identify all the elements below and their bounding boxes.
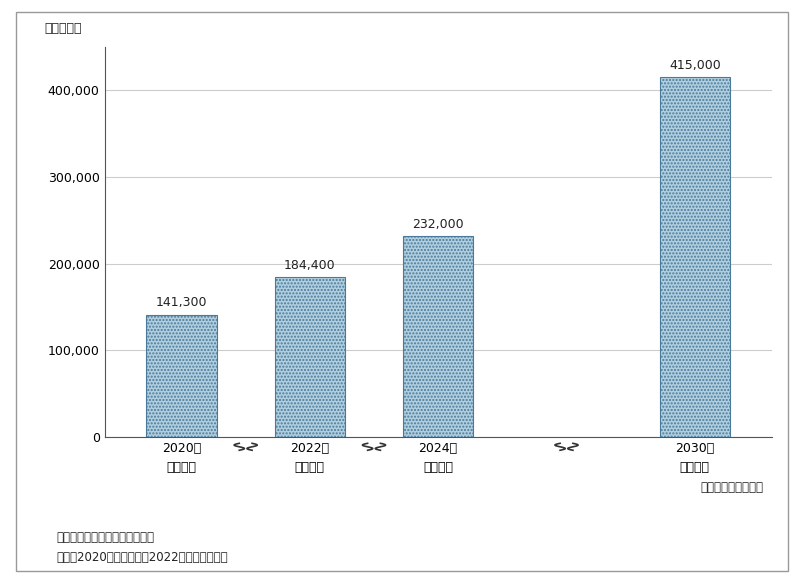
- Text: 184,400: 184,400: [283, 259, 335, 272]
- Text: （百万円）: （百万円）: [44, 22, 82, 35]
- Text: 232,000: 232,000: [412, 217, 463, 231]
- Bar: [658, 77, 729, 437]
- Text: 141,300: 141,300: [156, 296, 207, 310]
- Text: 注２：2020年は見込値、2022年以降は予測値: 注２：2020年は見込値、2022年以降は予測値: [56, 551, 227, 564]
- Text: 矢野経済研究所調べ: 矢野経済研究所調べ: [700, 481, 763, 494]
- Text: 415,000: 415,000: [668, 59, 719, 72]
- Text: 注１：メーカー出荷金額ベース: 注１：メーカー出荷金額ベース: [56, 531, 154, 543]
- Bar: [274, 277, 344, 437]
- Bar: [146, 315, 217, 437]
- Bar: [402, 236, 473, 437]
